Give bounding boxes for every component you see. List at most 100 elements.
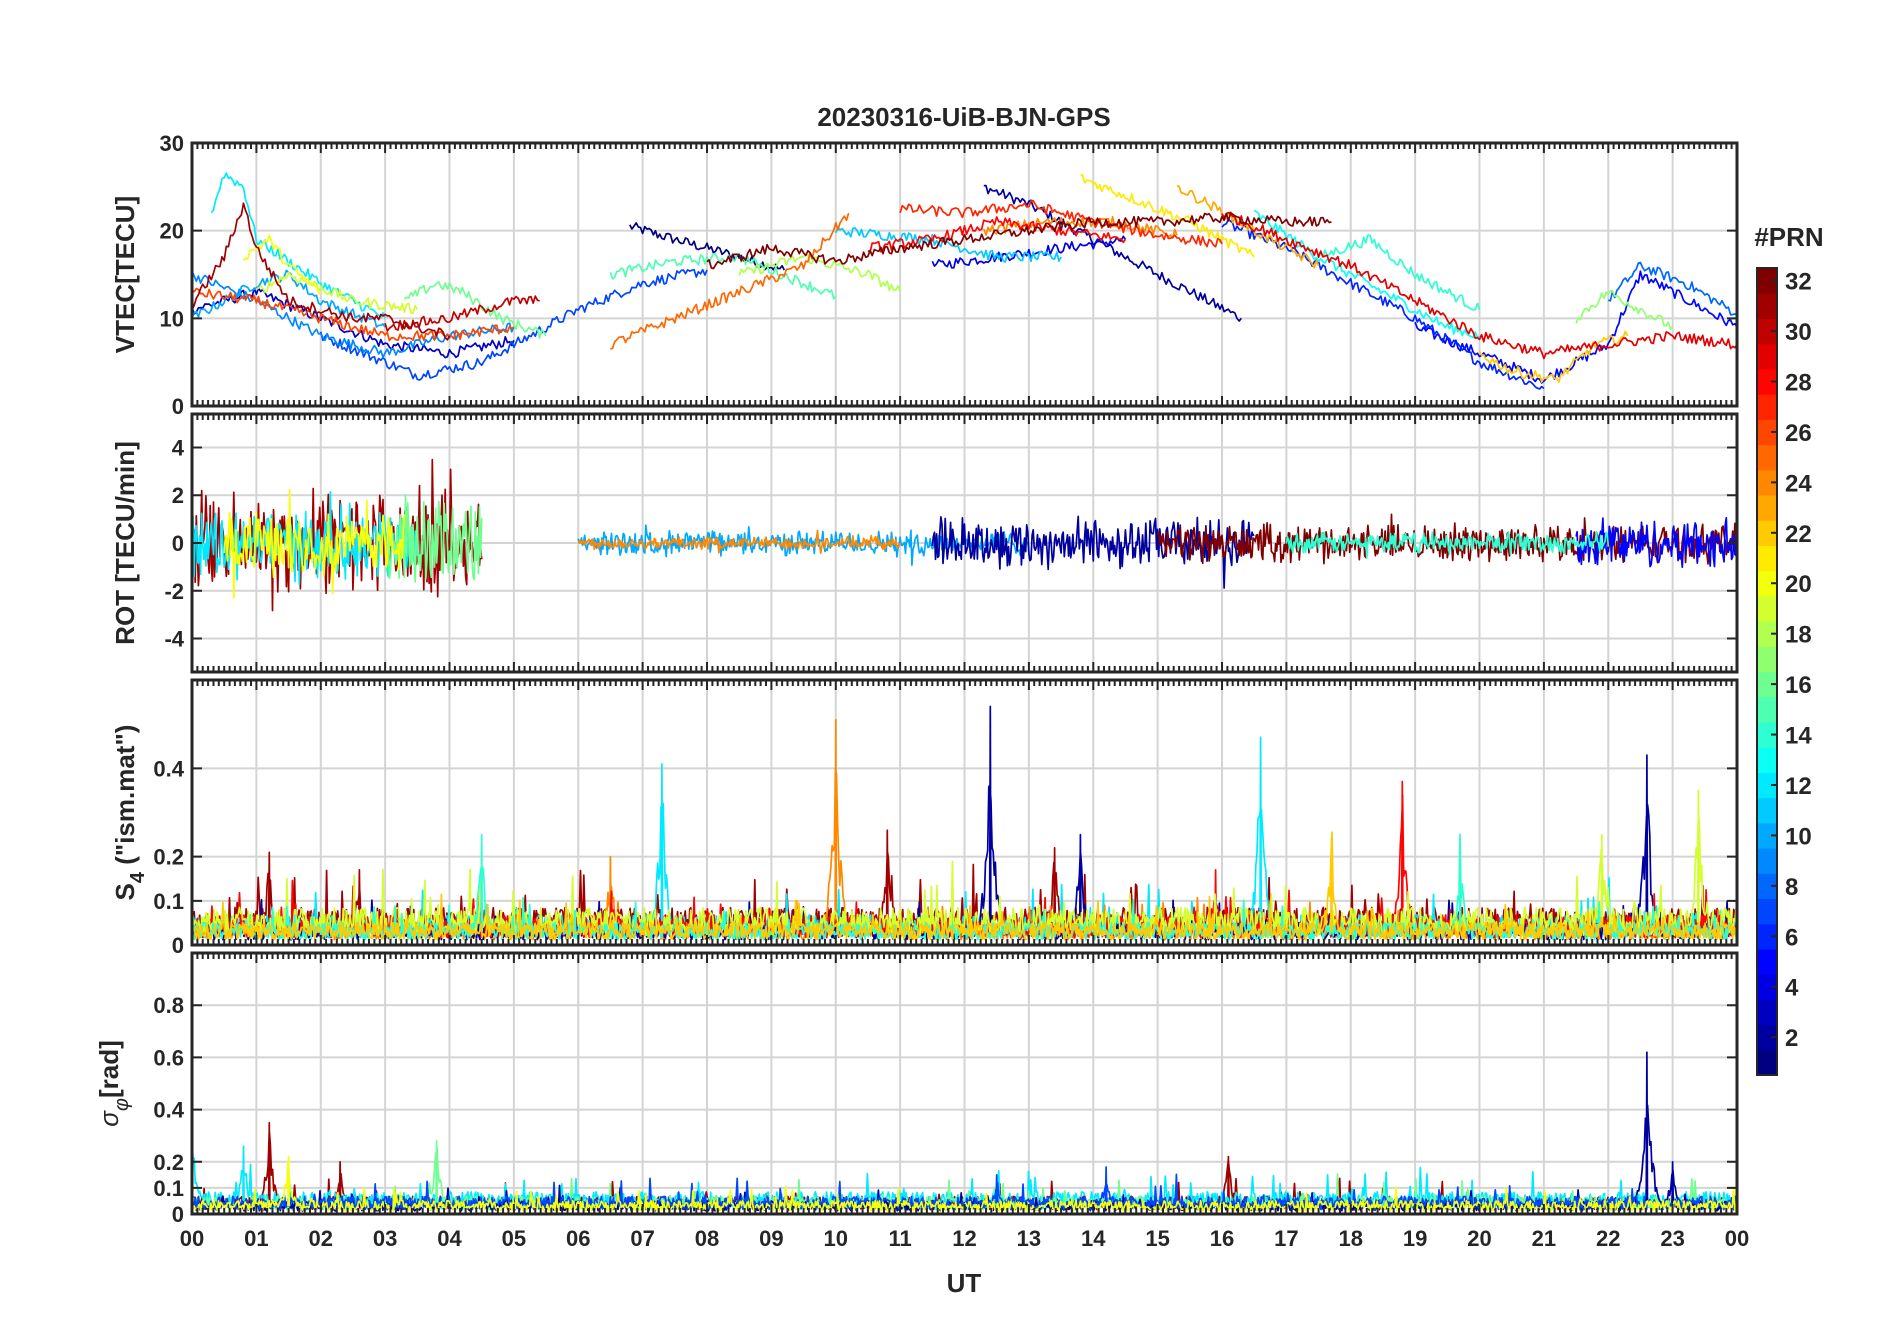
x-tick-label: 21	[1532, 1226, 1556, 1251]
chart-title: 20230316-UiB-BJN-GPS	[817, 102, 1110, 132]
colorbar-segment	[1757, 368, 1777, 395]
colorbar-segment	[1757, 898, 1777, 925]
colorbar-tick-label: 30	[1785, 319, 1812, 346]
colorbar-segment	[1757, 621, 1777, 647]
series-prn-7	[319, 268, 708, 381]
colorbar-segment	[1757, 394, 1777, 420]
y-axis-label-rest: ("ism.mat")	[110, 725, 140, 872]
x-tick-label: 00	[180, 1226, 204, 1251]
colorbar-segment	[1757, 848, 1777, 874]
y-tick-label: 0.1	[153, 1176, 184, 1201]
colorbar-segment	[1757, 696, 1777, 723]
y-axis-label-main: S	[110, 883, 140, 900]
y-tick-label: 0.6	[153, 1045, 184, 1070]
x-ticks	[191, 680, 1738, 945]
series-prn-21	[1080, 173, 1255, 258]
x-tick-label: 08	[695, 1226, 719, 1251]
colorbar-tick-label: 12	[1785, 773, 1812, 800]
y-axis-label: ROT [TECU/min]	[110, 441, 140, 645]
colorbar-segment	[1757, 974, 1777, 1000]
y-axis-label-subscript: φ	[111, 1098, 133, 1111]
y-tick-label: 30	[160, 131, 184, 156]
series-prn-9	[192, 270, 515, 359]
y-tick-label: 0	[172, 531, 184, 556]
colorbar-segment	[1757, 444, 1777, 471]
series-prn-20	[242, 234, 322, 295]
y-tick-label: 0	[172, 933, 184, 958]
series-prn-16	[403, 280, 547, 339]
series-prn-24	[983, 215, 1178, 239]
series-prn-22	[1478, 330, 1629, 383]
colorbar-segment	[1757, 520, 1777, 547]
colorbar-segment	[1757, 646, 1777, 673]
colorbar-segment	[1757, 469, 1777, 496]
y-tick-label: 0	[172, 394, 184, 419]
colorbar-segment	[1757, 822, 1777, 849]
series-prn-27	[899, 199, 1223, 248]
panel-sigma_phi: 00.10.2 0.4 0.6 0.8 σφ[rad] 00 01 02 03 04 05 06 07 0…	[94, 951, 1749, 1251]
colorbar-tick-label: 2	[1785, 1025, 1798, 1052]
x-tick-label: 09	[759, 1226, 783, 1251]
colorbar-segment	[1757, 419, 1777, 446]
colorbar-tick-label: 10	[1785, 823, 1812, 850]
series-prn-16	[384, 494, 483, 583]
x-tick-label: 02	[309, 1226, 333, 1251]
series-group	[192, 458, 1737, 612]
colorbar-segment	[1757, 268, 1777, 294]
x-tick-label: 14	[1081, 1226, 1106, 1251]
colorbar-tick-label: 26	[1785, 420, 1812, 447]
series-prn-26	[192, 287, 515, 342]
x-tick-label: 00	[1725, 1226, 1749, 1251]
y-tick-label: 10	[160, 306, 184, 331]
x-tick-label: 23	[1660, 1226, 1684, 1251]
x-tick-label: 20	[1467, 1226, 1491, 1251]
y-tick-label: 0.4	[153, 1098, 184, 1123]
colorbar-segment	[1757, 1024, 1777, 1051]
colorbar-tick-label: 22	[1785, 521, 1812, 548]
series-prn-13	[1253, 209, 1481, 339]
x-tick-label: 05	[502, 1226, 526, 1251]
colorbar-segment	[1757, 797, 1777, 824]
x-tick-label: 11	[888, 1226, 911, 1251]
x-tick-label: 06	[566, 1226, 590, 1251]
colorbar-tick-label: 32	[1785, 269, 1812, 296]
x-axis-label: UT	[947, 1268, 982, 1298]
y-tick-label: -4	[164, 627, 184, 652]
series-prn-8	[1608, 261, 1737, 316]
y-tick-label: 0.8	[153, 993, 184, 1018]
colorbar-segment	[1757, 721, 1777, 748]
colorbar-segment	[1757, 747, 1777, 773]
colorbar-tick-label: 24	[1785, 470, 1812, 497]
series-prn-4	[931, 235, 1127, 269]
x-ticks	[191, 414, 1738, 672]
colorbar-segment	[1757, 570, 1777, 597]
colorbar-tick-label: 6	[1785, 924, 1798, 951]
x-tick-label: 01	[244, 1226, 268, 1251]
x-ticks	[191, 953, 1738, 1214]
series-prn-20	[223, 488, 406, 600]
y-axis-label: σφ[rad]	[94, 1040, 133, 1127]
panel-rot: -4 -2 0 2 4 ROT [TECU/min]	[110, 412, 1739, 674]
y-tick-label: 0.2	[153, 1150, 184, 1175]
panel-vtec: 0 10 20 30 VTEC[TECU]	[110, 131, 1739, 419]
y-axis-label-subscript: 4	[127, 871, 149, 883]
series-prn-14	[1317, 234, 1481, 311]
y-tick-label: 4	[172, 435, 185, 460]
series-prn-23	[1176, 184, 1320, 269]
colorbar-tick-label: 4	[1785, 975, 1799, 1002]
x-tick-label: 12	[952, 1226, 976, 1251]
x-tick-label: 19	[1403, 1226, 1427, 1251]
colorbar-segment	[1757, 923, 1777, 950]
y-axis-label-rest: [rad]	[94, 1040, 124, 1098]
x-tick-label: 15	[1145, 1226, 1169, 1251]
colorbar-tick-label: 20	[1785, 571, 1812, 598]
series-prn-29	[1221, 211, 1737, 360]
colorbar-segment	[1757, 318, 1777, 345]
x-tick-label: 04	[437, 1226, 462, 1251]
colorbar-title: #PRN	[1754, 222, 1823, 252]
series-prn-11	[835, 227, 1062, 263]
colorbar-segment	[1757, 545, 1777, 572]
